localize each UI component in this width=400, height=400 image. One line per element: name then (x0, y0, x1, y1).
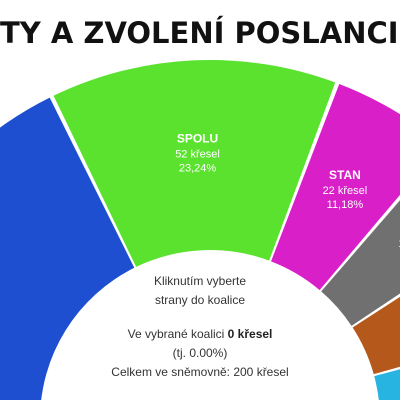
segment-label-pct: 23,24% (179, 162, 217, 174)
coalition-seats-line: Ve vybrané koalici 0 křesel (80, 325, 320, 344)
coalition-info: Kliknutím vyberte strany do koalice Ve v… (80, 272, 320, 382)
coalition-seats: 0 křesel (227, 327, 273, 341)
segment-label-seats: 18 k (398, 238, 400, 250)
segment-party-5[interactable] (352, 224, 400, 375)
segment-label-seats: 52 křesel (175, 148, 220, 160)
segment-pir[interactable] (321, 148, 400, 326)
segment-stan[interactable] (271, 84, 400, 291)
instruction-line-1: Kliknutím vyberte (153, 274, 247, 288)
segment-no[interactable] (0, 97, 135, 400)
segment-label-name: SPOLU (177, 131, 218, 145)
segment-label-name: STAN (329, 168, 361, 182)
segment-label-pct: 11,18% (327, 199, 364, 211)
segment-spolu[interactable] (53, 59, 336, 267)
segment-label-seats: 22 křesel (323, 185, 368, 197)
total-seats: Celkem ve sněmovně: 200 křesel (111, 365, 289, 379)
segment-party-6[interactable] (374, 327, 400, 400)
instruction-line-2: strany do koalice (154, 293, 246, 307)
coalition-prefix: Ve vybrané koalici (127, 327, 228, 341)
coalition-percent: (tj. 0.00%) (172, 346, 228, 360)
page-title: TY A ZVOLENÍ POSLANCI (0, 16, 399, 50)
